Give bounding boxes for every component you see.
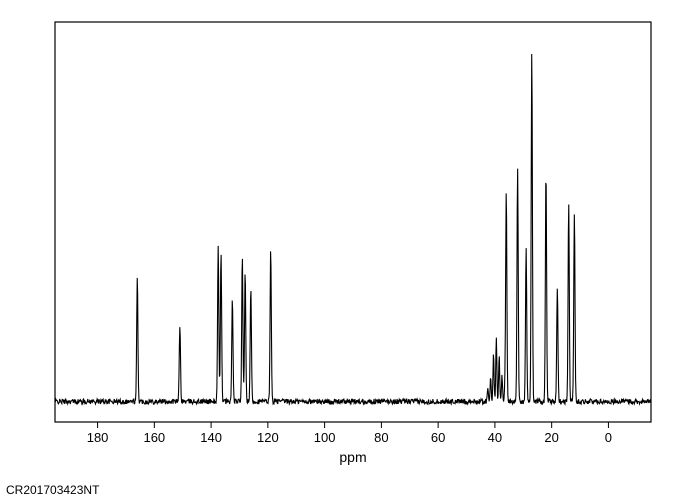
x-tick-label: 140 [200,430,222,445]
x-tick-label: 160 [143,430,165,445]
x-tick-label: 0 [605,430,612,445]
figure-container: 0 20 40 60 80 100 120 140 160 180 ppm CR201703423NT… [0,0,682,500]
x-tick-label: 20 [544,430,558,445]
x-axis-label-svg: ppm [339,449,366,465]
x-tick-label: 100 [314,430,336,445]
x-tick-label: 40 [488,430,502,445]
x-tick-label: 80 [374,430,388,445]
x-tick-label: 180 [87,430,109,445]
nmr-spectrum-chart: 0 20 40 60 80 100 120 140 160 180 ppm CR201703423NT [0,0,682,500]
footer-label: CR201703423NT [6,483,100,497]
x-tick-label: 120 [257,430,279,445]
x-tick-label: 60 [431,430,445,445]
